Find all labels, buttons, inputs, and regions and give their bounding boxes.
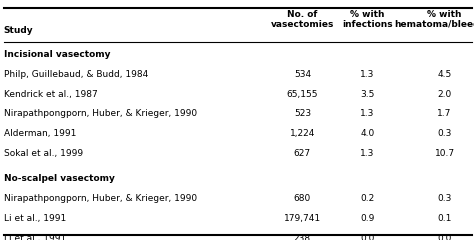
Text: 0.3: 0.3 — [438, 129, 452, 138]
Text: Nirapathpongporn, Huber, & Krieger, 1990: Nirapathpongporn, Huber, & Krieger, 1990 — [4, 194, 197, 203]
Text: 3.5: 3.5 — [360, 90, 374, 99]
Text: 627: 627 — [294, 149, 311, 158]
Text: 0.0: 0.0 — [438, 234, 452, 240]
Text: Incisional vasectomy: Incisional vasectomy — [4, 50, 110, 59]
Text: 1,224: 1,224 — [290, 129, 315, 138]
Text: 0.1: 0.1 — [438, 214, 452, 223]
Text: 65,155: 65,155 — [287, 90, 318, 99]
Text: 1.3: 1.3 — [360, 70, 374, 79]
Text: Li et al., 1991: Li et al., 1991 — [4, 234, 66, 240]
Text: 1.3: 1.3 — [360, 149, 374, 158]
Text: 2.0: 2.0 — [438, 90, 452, 99]
Text: % with
hematoma/bleeding: % with hematoma/bleeding — [394, 10, 474, 29]
Text: 680: 680 — [294, 194, 311, 203]
Text: 179,741: 179,741 — [284, 214, 321, 223]
Text: No. of
vasectomies: No. of vasectomies — [271, 10, 334, 29]
Text: Philp, Guillebaud, & Budd, 1984: Philp, Guillebaud, & Budd, 1984 — [4, 70, 148, 79]
Text: Kendrick et al., 1987: Kendrick et al., 1987 — [4, 90, 98, 99]
Text: 4.5: 4.5 — [438, 70, 452, 79]
Text: No-scalpel vasectomy: No-scalpel vasectomy — [4, 174, 115, 183]
Text: % with
infections: % with infections — [342, 10, 392, 29]
Text: Sokal et al., 1999: Sokal et al., 1999 — [4, 149, 83, 158]
Text: 0.9: 0.9 — [360, 214, 374, 223]
Text: Study: Study — [4, 26, 33, 36]
Text: 4.0: 4.0 — [360, 129, 374, 138]
Text: 0.0: 0.0 — [360, 234, 374, 240]
Text: 10.7: 10.7 — [435, 149, 455, 158]
Text: Nirapathpongporn, Huber, & Krieger, 1990: Nirapathpongporn, Huber, & Krieger, 1990 — [4, 109, 197, 118]
Text: 523: 523 — [294, 109, 311, 118]
Text: Alderman, 1991: Alderman, 1991 — [4, 129, 76, 138]
Text: 1.3: 1.3 — [360, 109, 374, 118]
Text: 238: 238 — [294, 234, 311, 240]
Text: 534: 534 — [294, 70, 311, 79]
Text: 0.3: 0.3 — [438, 194, 452, 203]
Text: 1.7: 1.7 — [438, 109, 452, 118]
Text: 0.2: 0.2 — [360, 194, 374, 203]
Text: Li et al., 1991: Li et al., 1991 — [4, 214, 66, 223]
